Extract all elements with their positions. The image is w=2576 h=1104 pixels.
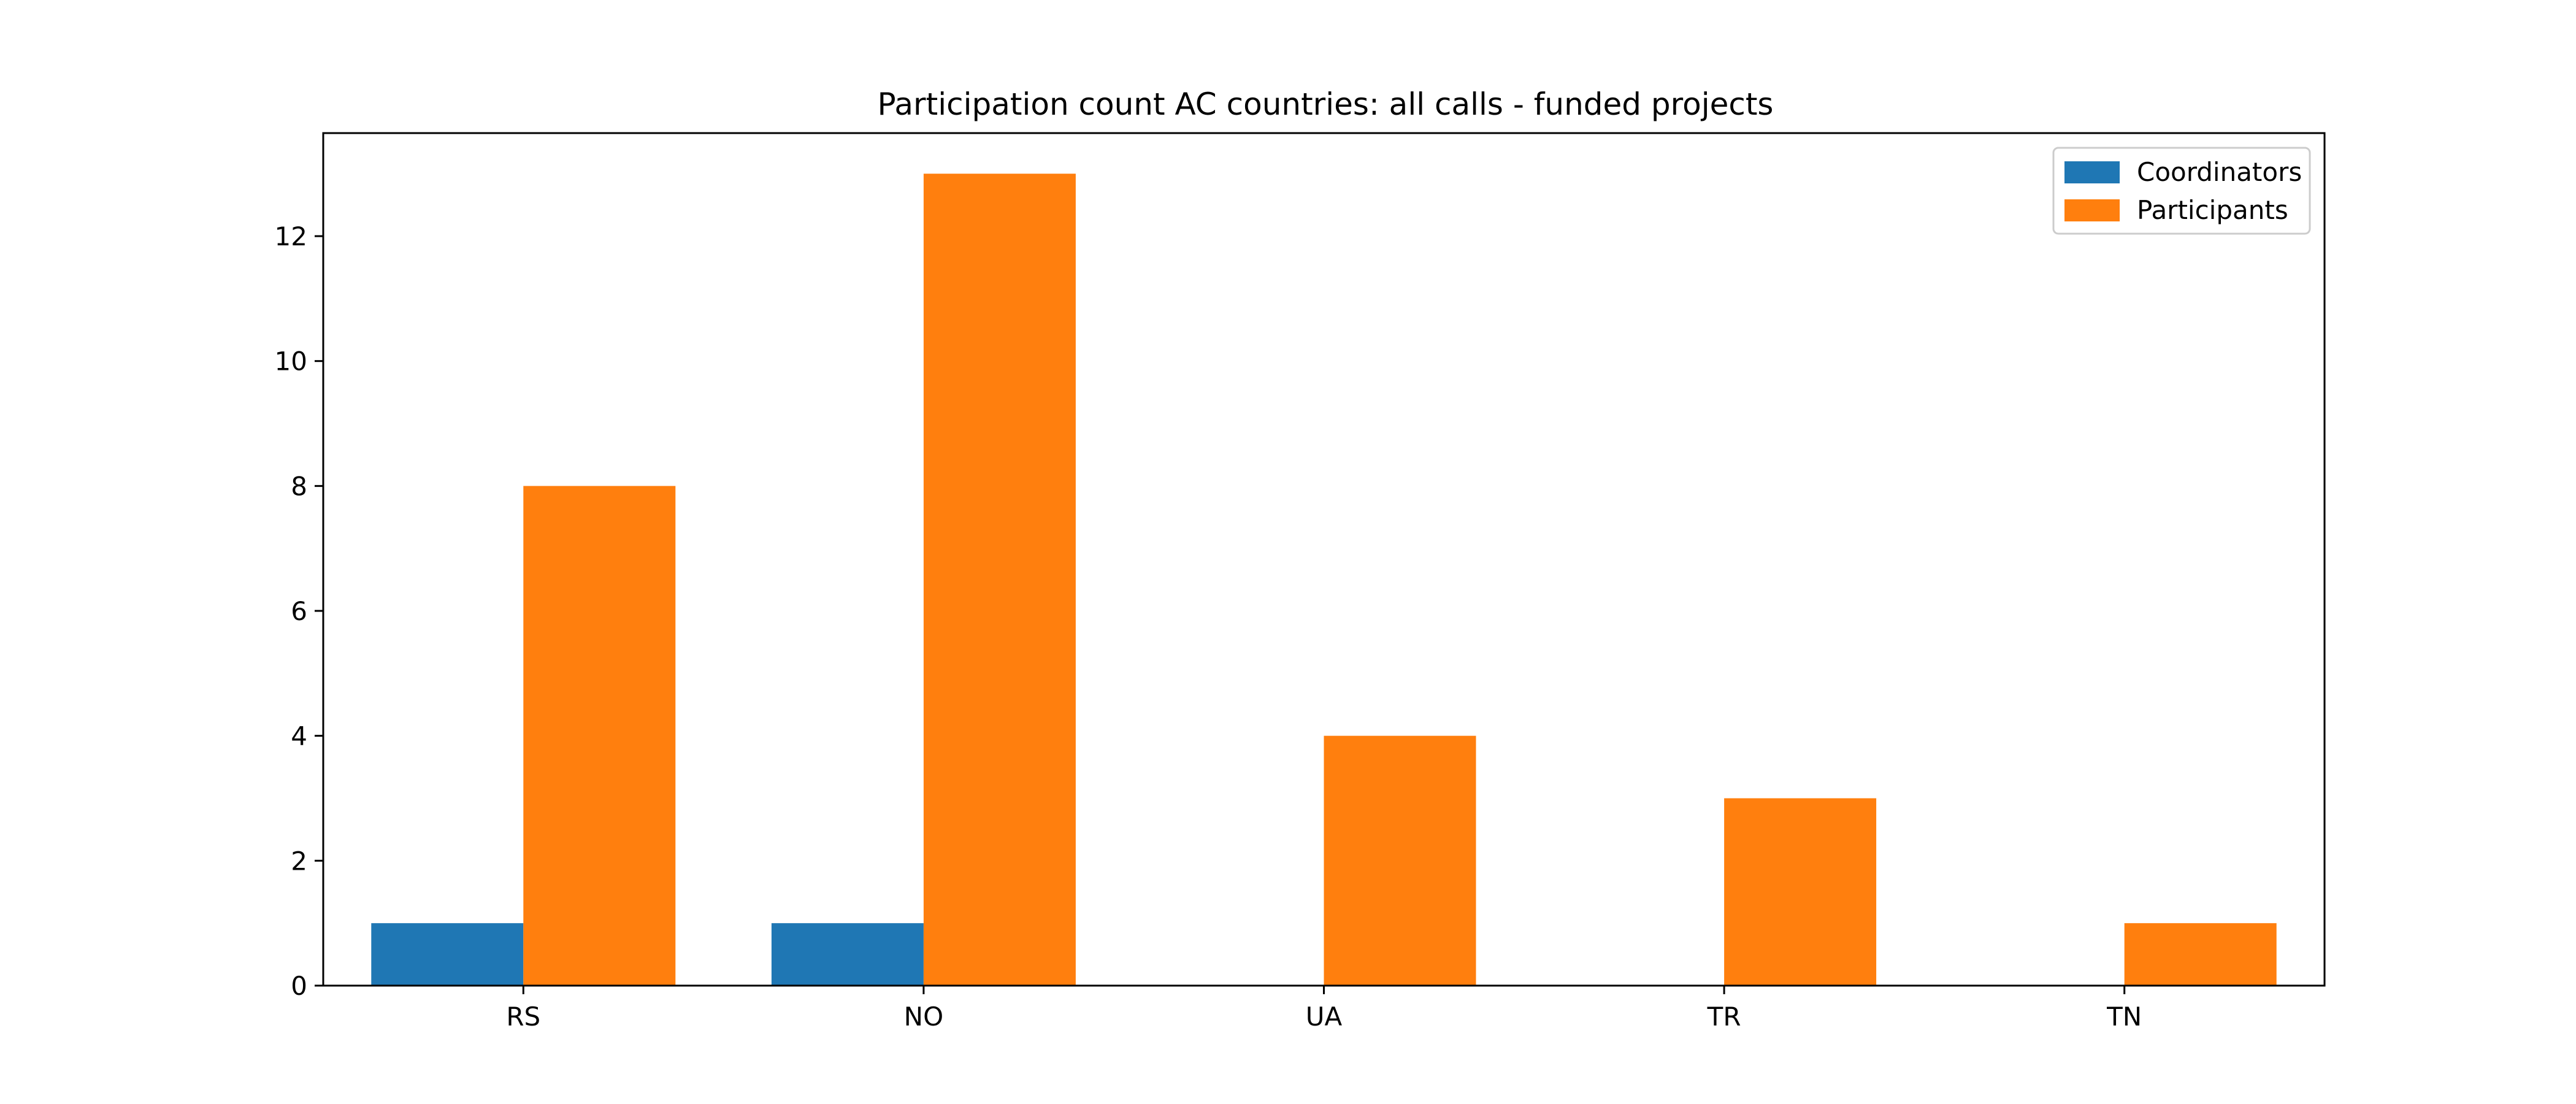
legend-swatch-coordinators (2064, 161, 2120, 183)
legend: Coordinators Participants (2052, 147, 2311, 235)
bar-participants-tr (1724, 798, 1877, 986)
chart-title: Participation count AC countries: all ca… (878, 86, 1774, 122)
y-tick-label-8: 8 (291, 471, 307, 501)
y-tick-label-0: 0 (291, 971, 307, 1001)
legend-swatch-participants (2064, 199, 2120, 221)
x-tick-label-rs: RS (506, 1002, 540, 1032)
y-tick-label-12: 12 (275, 221, 307, 251)
x-tick-label-tr: TR (1707, 1002, 1741, 1032)
y-tick-label-2: 2 (291, 846, 307, 876)
bar-participants-ua (1324, 735, 1476, 986)
y-tick-label-10: 10 (275, 347, 307, 377)
bar-participants-tn (2124, 923, 2277, 986)
bar-coordinators-rs (371, 923, 524, 986)
y-tick-label-4: 4 (291, 721, 307, 751)
legend-label-coordinators: Coordinators (2137, 157, 2302, 187)
x-tick-label-ua: UA (1306, 1002, 1343, 1032)
x-tick-label-tn: TN (2106, 1002, 2142, 1032)
x-tick-label-no: NO (904, 1002, 943, 1032)
bar-participants-rs (523, 486, 676, 986)
axes-layer: RS NO UA TR TN 0 2 4 6 8 10 12 (275, 132, 2326, 1032)
bars-layer (371, 174, 2277, 986)
y-tick-label-6: 6 (291, 596, 307, 626)
bar-participants-no (923, 174, 1076, 986)
legend-label-participants: Participants (2137, 195, 2288, 225)
bar-coordinators-no (771, 923, 924, 986)
